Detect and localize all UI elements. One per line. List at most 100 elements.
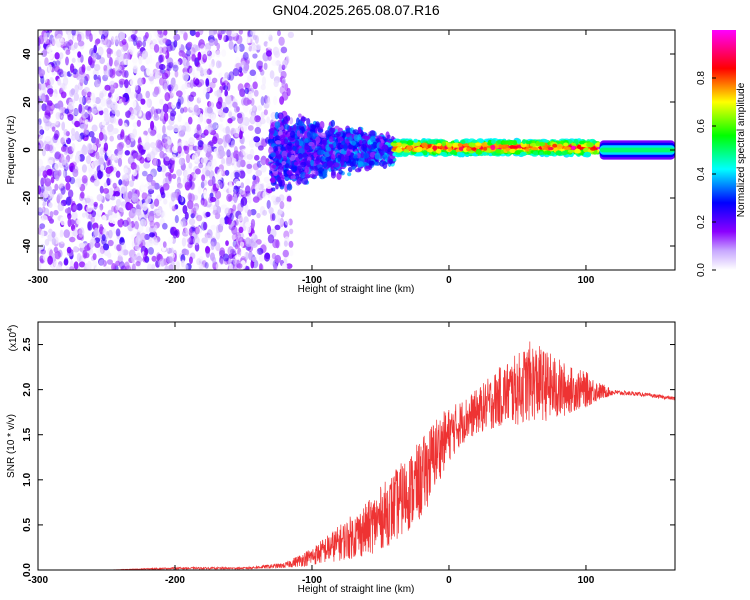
- spectrogram-cell: [238, 130, 243, 140]
- spectrogram-cell: [381, 144, 389, 152]
- spectrogram-cell: [357, 126, 362, 134]
- spectrogram-cell: [183, 264, 189, 270]
- spectrogram-cell: [76, 57, 82, 67]
- spectrogram-cell: [413, 138, 419, 143]
- spectrogram-cell: [227, 246, 235, 256]
- spectrogram-cell: [237, 214, 243, 222]
- spectrogram-cell: [132, 38, 137, 47]
- spectrogram-cell: [105, 193, 110, 202]
- spectrogram-cell: [237, 151, 244, 161]
- spectrogram-cell: [38, 43, 41, 52]
- spectrogram-cell: [71, 211, 78, 221]
- spectrogram-cell: [358, 161, 364, 168]
- spectrogram-cell: [43, 32, 48, 42]
- spectrogram-cell: [78, 75, 85, 83]
- spectrogram-cell: [195, 70, 201, 78]
- spectrogram-cell: [271, 60, 278, 67]
- spectrogram-cell: [340, 156, 346, 162]
- spectrogram-cell: [466, 147, 472, 152]
- spectrogram-cell: [287, 151, 292, 158]
- spectrogram-cell: [42, 254, 49, 262]
- spectrogram-cell: [125, 86, 132, 95]
- spectrogram-cell: [50, 176, 55, 184]
- spectrogram-cell: [296, 176, 303, 185]
- spectrogram-cell: [52, 93, 60, 101]
- spectrogram-cell: [38, 165, 41, 174]
- spectrogram-cell: [117, 157, 123, 167]
- spectrogram-cell: [87, 106, 92, 114]
- spectrogram-cell: [93, 201, 98, 207]
- spectrogram-cell: [275, 150, 280, 156]
- spectrogram-cell: [119, 261, 125, 270]
- spectrogram-cell: [44, 57, 49, 67]
- spectrogram-cell: [195, 61, 201, 68]
- spectrogram-cell: [240, 241, 245, 248]
- snr-y-tick-label: 2.5: [22, 337, 33, 351]
- spectrogram-cell: [203, 68, 210, 76]
- spectrogram-cell: [140, 134, 147, 144]
- spectrogram-cell: [274, 121, 281, 129]
- spectrogram-cell: [94, 39, 99, 46]
- spectrogram-cell: [232, 101, 238, 108]
- spectrogram-cell: [169, 185, 175, 192]
- spectrogram-cell: [117, 133, 123, 141]
- spectrogram-cell: [146, 196, 152, 204]
- spectrogram-cell: [250, 218, 256, 229]
- spectrogram-cell: [226, 159, 232, 167]
- spectrogram-cell: [63, 258, 69, 266]
- spectrogram-cell: [77, 51, 82, 58]
- colorbar-gradient: [712, 30, 736, 270]
- spectrogram-cell: [266, 225, 272, 235]
- spectrogram-cell: [171, 191, 178, 198]
- spectrogram-cell: [81, 111, 89, 119]
- spectrogram-cell: [279, 113, 283, 121]
- spectrogram-cell: [72, 228, 78, 237]
- spectrogram-cell: [103, 182, 108, 188]
- spectrogram-cell: [220, 30, 227, 35]
- spectrogram-cell: [148, 212, 155, 222]
- spectrogram-cell: [48, 90, 53, 98]
- spectrogram-cell: [177, 145, 182, 154]
- spectrogram-cell: [78, 66, 86, 75]
- spectrogram-cell: [243, 62, 250, 72]
- spectrogram-cell: [130, 207, 137, 217]
- spectrogram-cell: [298, 113, 302, 118]
- spectrogram-cell: [266, 97, 271, 107]
- colorbar-tick-label: 0.0: [696, 263, 707, 277]
- spectrogram-cell: [73, 108, 80, 116]
- spectrogram-cell: [184, 59, 189, 68]
- spectrogram-cell: [48, 202, 53, 208]
- spectrogram-cell: [185, 153, 191, 164]
- spectrogram-cell: [101, 120, 106, 126]
- spectrogram-cell: [104, 84, 111, 91]
- spectrogram-cell: [58, 112, 63, 119]
- spectrogram-cell: [40, 229, 45, 239]
- spectrogram-cell: [100, 38, 105, 45]
- spectrogram-cell: [286, 183, 293, 191]
- spectrogram-cell: [207, 179, 214, 187]
- spectrogram-cell: [87, 55, 93, 66]
- spectrogram-cell: [314, 170, 319, 177]
- spectrogram-cell: [100, 134, 105, 140]
- spectrogram-cell: [46, 168, 53, 176]
- spectrogram-cell: [269, 70, 275, 80]
- spectrogram-cell: [174, 60, 180, 67]
- spectrogram-cell: [97, 170, 104, 179]
- spectrogram-cell: [121, 69, 127, 78]
- spectrogram-cell: [205, 78, 210, 87]
- spectrogram-cell: [285, 263, 293, 270]
- spectrogram-cell: [511, 145, 517, 149]
- spectrogram-cell: [252, 174, 257, 181]
- spectrogram-cell: [289, 228, 294, 235]
- spectrogram-cell: [585, 151, 591, 157]
- spectrogram-cell: [189, 256, 193, 264]
- spectrogram-cell: [124, 79, 129, 89]
- spectrogram-cell: [84, 245, 91, 251]
- spectrogram-cell: [199, 113, 204, 123]
- spectrogram-cell: [249, 115, 256, 125]
- spectrogram-cell: [125, 139, 131, 149]
- spectrogram-cell: [41, 103, 48, 112]
- spectrogram-cell: [83, 86, 90, 93]
- spectrogram-cell: [254, 154, 260, 161]
- spectrogram-cell: [231, 249, 237, 255]
